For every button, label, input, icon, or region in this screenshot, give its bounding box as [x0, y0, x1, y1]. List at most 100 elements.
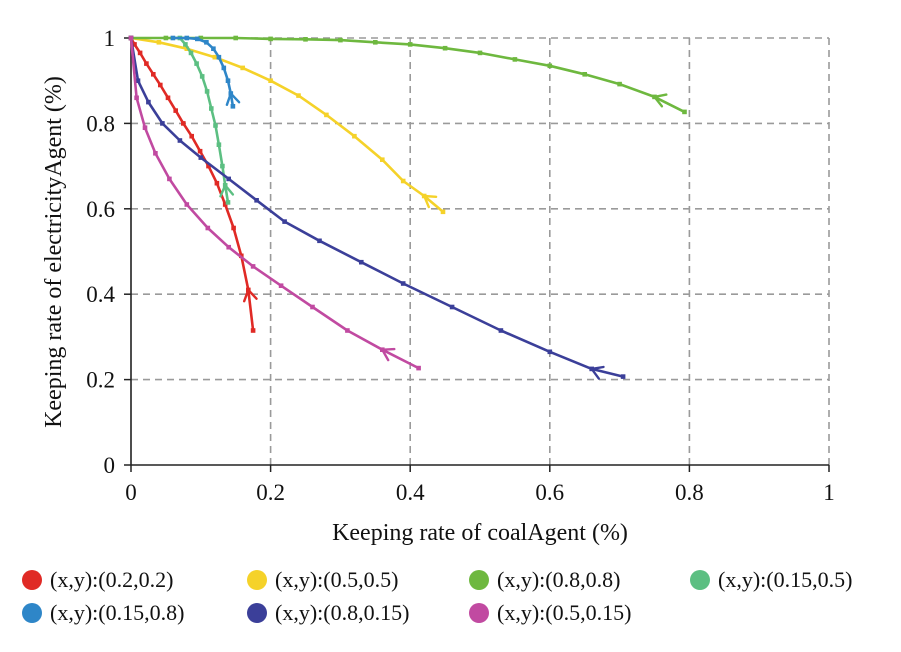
x-tick-label: 1 [823, 480, 835, 505]
legend-label: (x,y):(0.15,0.8) [50, 600, 185, 625]
data-point [142, 125, 148, 130]
data-point [212, 54, 218, 60]
legend-item: (x,y):(0.15,0.5) [690, 565, 852, 595]
data-point [183, 42, 188, 47]
data-point [268, 78, 273, 83]
data-point [163, 35, 169, 41]
data-point [352, 133, 357, 139]
data-point [547, 349, 553, 355]
data-point [324, 112, 329, 118]
data-point [198, 155, 204, 160]
data-point [250, 328, 256, 333]
grid-lines [131, 37, 830, 465]
series-group [128, 35, 258, 333]
data-point [303, 37, 308, 42]
data-point [184, 35, 190, 41]
data-point [407, 42, 413, 47]
data-point [310, 304, 315, 310]
data-point [188, 50, 194, 56]
data-point [204, 40, 209, 45]
legend-item: (x,y):(0.5,0.5) [247, 565, 398, 595]
data-point [449, 304, 455, 310]
data-point [225, 78, 231, 83]
direction-arrow [243, 287, 258, 303]
legend: (x,y):(0.2,0.2) (x,y):(0.5,0.5) (x,y):(0.8… [22, 565, 901, 645]
x-tick-label: 0.2 [256, 480, 285, 505]
data-point [682, 109, 687, 115]
series-group [128, 35, 421, 371]
legend-label: (x,y):(0.5,0.15) [497, 600, 632, 625]
legend-swatch [22, 570, 42, 590]
legend-swatch [247, 603, 267, 623]
data-point [240, 65, 245, 71]
y-tick-label: 0.6 [86, 197, 115, 222]
data-point [197, 148, 203, 154]
direction-arrow [225, 91, 241, 106]
legend-label: (x,y):(0.8,0.15) [275, 600, 410, 625]
legend-label: (x,y):(0.8,0.8) [497, 567, 621, 592]
data-point [442, 45, 448, 51]
series-group [177, 35, 235, 205]
series-line [130, 36, 444, 213]
data-point [440, 209, 446, 215]
data-point [512, 57, 518, 62]
data-point [137, 50, 143, 56]
data-point [204, 89, 210, 94]
data-point [170, 35, 176, 41]
axes: 0 0.2 0.4 0.6 0.8 1 0 0.2 0.4 0.6 0.8 1 [86, 26, 835, 505]
data-point [135, 78, 141, 83]
data-point [165, 95, 171, 101]
y-tick-label: 0.8 [86, 111, 115, 136]
series-lines [128, 35, 687, 380]
data-point [151, 72, 156, 77]
data-point [400, 281, 406, 286]
legend-item: (x,y):(0.15,0.8) [22, 598, 184, 628]
direction-arrow [380, 347, 396, 362]
data-point [184, 202, 190, 207]
data-point [153, 151, 158, 156]
legend-item: (x,y):(0.2,0.2) [22, 565, 173, 595]
data-point [214, 180, 220, 186]
y-axis-label: Keeping rate of electricityAgent (%) [41, 76, 67, 428]
x-tick-label: 0.8 [675, 480, 704, 505]
data-point [220, 163, 225, 169]
data-point [222, 202, 228, 207]
legend-item: (x,y):(0.8,0.15) [247, 598, 409, 628]
series-line [129, 37, 420, 370]
data-point [194, 61, 199, 66]
data-point [282, 219, 287, 224]
data-point [134, 95, 139, 101]
legend-item: (x,y):(0.8,0.8) [469, 565, 620, 595]
data-point [195, 36, 200, 42]
y-tick-label: 0 [104, 453, 116, 478]
data-point [226, 244, 231, 250]
data-point [132, 42, 137, 47]
data-point [250, 264, 256, 269]
data-point [177, 138, 183, 143]
data-point [205, 225, 211, 231]
data-point [158, 82, 163, 88]
direction-arrow [652, 93, 668, 108]
direction-arrow [422, 194, 438, 209]
legend-swatch [690, 570, 710, 590]
data-point [128, 35, 134, 41]
series-group [170, 35, 241, 109]
data-point [156, 40, 162, 45]
direction-arrow [589, 365, 605, 380]
data-point [268, 36, 273, 42]
y-tick-label: 0.4 [86, 282, 115, 307]
data-point [582, 72, 587, 77]
data-point [296, 93, 301, 98]
data-point [144, 61, 149, 66]
data-point [216, 142, 222, 147]
series-group [128, 35, 687, 115]
data-point [547, 63, 553, 69]
legend-swatch [469, 603, 489, 623]
data-point [211, 46, 216, 51]
legend-label: (x,y):(0.15,0.5) [718, 567, 853, 592]
data-point [216, 54, 222, 60]
direction-arrow [219, 183, 235, 198]
data-point [359, 259, 364, 265]
y-tick-label: 0.2 [86, 368, 115, 393]
